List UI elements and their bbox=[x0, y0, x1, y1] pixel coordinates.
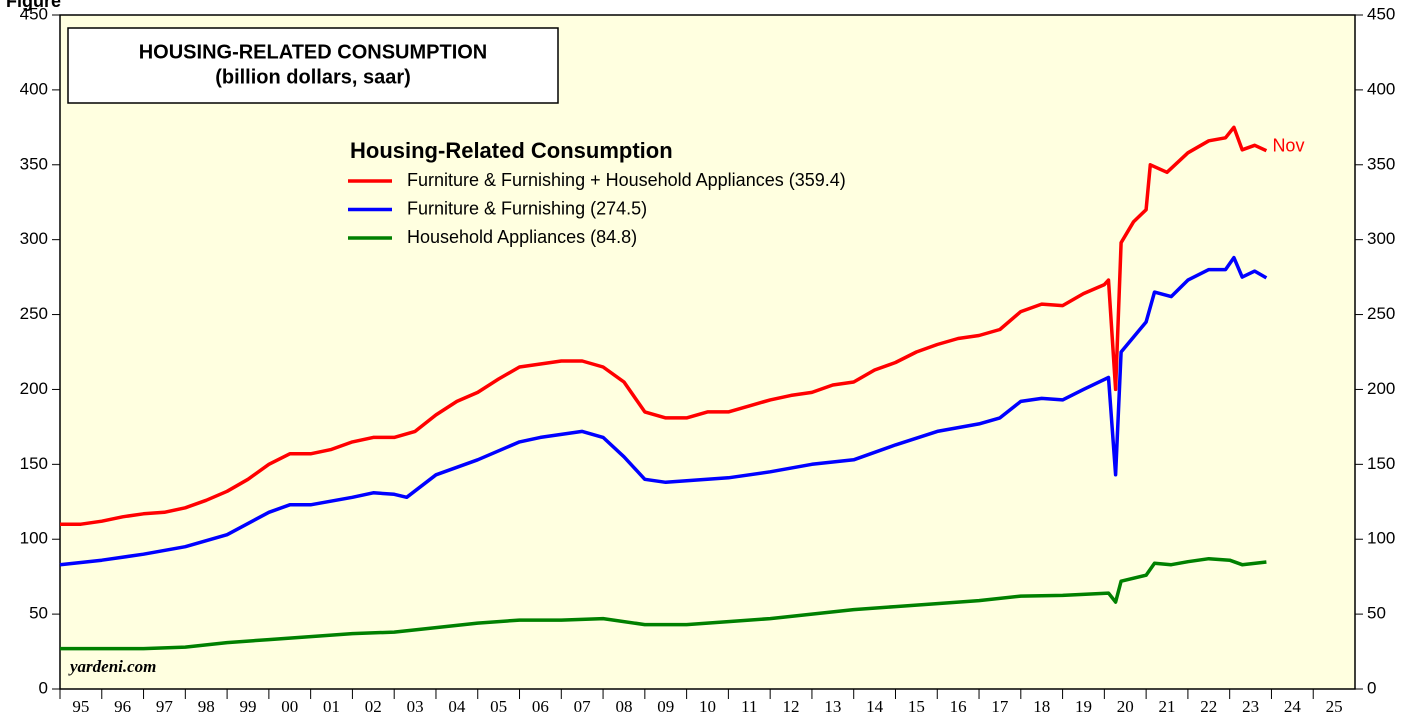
x-tick-label: 20 bbox=[1117, 697, 1134, 716]
x-tick-label: 08 bbox=[615, 697, 632, 716]
title-box bbox=[67, 27, 559, 104]
x-tick-label: 10 bbox=[699, 697, 716, 716]
y-tick-label: 350 bbox=[20, 154, 48, 173]
chart-subtitle: (billion dollars, saar) bbox=[215, 66, 411, 88]
x-tick-label: 07 bbox=[574, 697, 592, 716]
x-tick-label: 98 bbox=[198, 697, 215, 716]
x-tick-label: 99 bbox=[239, 697, 256, 716]
series-line bbox=[60, 125, 1268, 526]
x-tick-label: 96 bbox=[114, 697, 131, 716]
x-tick-label: 25 bbox=[1326, 697, 1343, 716]
y2-tick-label: 450 bbox=[1367, 4, 1395, 23]
chart-title: HOUSING-RELATED CONSUMPTION bbox=[139, 41, 488, 63]
legend-label: Household Appliances (84.8) bbox=[407, 227, 637, 247]
y-tick-label: 200 bbox=[20, 379, 48, 398]
x-tick-label: 14 bbox=[866, 697, 884, 716]
x-tick-label: 09 bbox=[657, 697, 674, 716]
x-tick-label: 22 bbox=[1200, 697, 1217, 716]
plot-area bbox=[59, 14, 1356, 690]
y2-tick-label: 350 bbox=[1367, 154, 1395, 173]
x-tick-label: 00 bbox=[281, 697, 298, 716]
source: yardeni.com bbox=[68, 657, 156, 676]
y2-tick-label: 100 bbox=[1367, 529, 1395, 548]
x-tick-label: 06 bbox=[532, 697, 549, 716]
x-tick-label: 24 bbox=[1284, 697, 1302, 716]
x-tick-label: 16 bbox=[950, 697, 967, 716]
x-tick-label: 18 bbox=[1033, 697, 1050, 716]
series-line bbox=[59, 255, 1268, 567]
x-tick-label: 95 bbox=[72, 697, 89, 716]
x-tick-label: 97 bbox=[156, 697, 174, 716]
series-line bbox=[60, 556, 1267, 651]
legend-label: Furniture & Furnishing + Household Appli… bbox=[407, 170, 846, 190]
legend-label: Furniture & Furnishing (274.5) bbox=[407, 198, 647, 218]
y-tick-label: 50 bbox=[29, 604, 48, 623]
y-tick-label: 0 bbox=[39, 678, 48, 697]
y-tick-label: 400 bbox=[20, 79, 48, 98]
x-tick-label: 04 bbox=[448, 697, 466, 716]
x-tick-label: 12 bbox=[783, 697, 800, 716]
y2-tick-label: 0 bbox=[1367, 678, 1376, 697]
y-tick-label: 150 bbox=[20, 454, 48, 473]
annotation: Nov bbox=[1272, 135, 1304, 155]
y2-tick-label: 250 bbox=[1367, 304, 1395, 323]
x-tick-label: 02 bbox=[365, 697, 382, 716]
y2-tick-label: 200 bbox=[1367, 379, 1395, 398]
figure-label: Figure bbox=[6, 0, 61, 11]
y-tick-label: 250 bbox=[20, 304, 48, 323]
x-tick-label: 05 bbox=[490, 697, 507, 716]
y2-tick-label: 150 bbox=[1367, 454, 1395, 473]
x-tick-label: 23 bbox=[1242, 697, 1259, 716]
legend-title: Housing-Related Consumption bbox=[350, 138, 673, 163]
x-tick-label: 17 bbox=[991, 697, 1009, 716]
x-tick-label: 13 bbox=[824, 697, 841, 716]
x-tick-label: 15 bbox=[908, 697, 925, 716]
x-tick-label: 19 bbox=[1075, 697, 1092, 716]
y-tick-label: 300 bbox=[20, 229, 48, 248]
y-tick-label: 450 bbox=[20, 4, 48, 23]
y-tick-label: 100 bbox=[20, 529, 48, 548]
x-tick-label: 01 bbox=[323, 697, 340, 716]
x-tick-label: 03 bbox=[407, 697, 424, 716]
y2-tick-label: 400 bbox=[1367, 79, 1395, 98]
x-tick-label: 11 bbox=[741, 697, 757, 716]
y2-tick-label: 300 bbox=[1367, 229, 1395, 248]
x-tick-label: 21 bbox=[1159, 697, 1176, 716]
y2-tick-label: 50 bbox=[1367, 604, 1386, 623]
